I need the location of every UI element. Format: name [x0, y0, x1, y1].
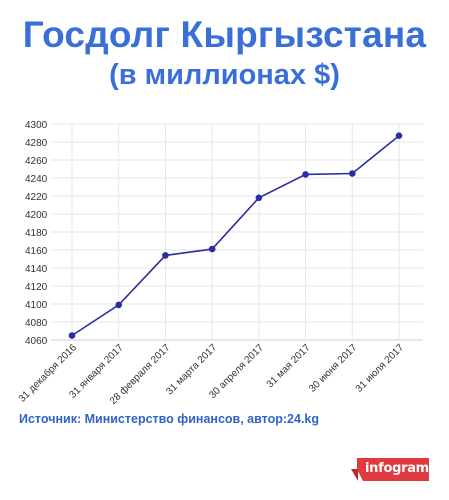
y-tick-label: 4300	[25, 120, 48, 131]
y-tick-label: 4220	[25, 192, 48, 203]
y-tick-labels: 4060 4080 4100 4120 4140 4160 4180 4200 4220 4240…	[25, 120, 48, 347]
x-tick-label: 30 июня 2017	[307, 342, 360, 395]
series-polyline	[71, 135, 400, 337]
grid-lines	[51, 123, 423, 341]
y-tick-label: 4140	[25, 264, 48, 275]
y-tick-label: 4100	[25, 300, 48, 311]
chart-title: Госдолг Кыргызстана	[22, 14, 427, 55]
data-point[interactable]	[395, 132, 403, 139]
y-tick-label: 4160	[25, 246, 48, 257]
data-point[interactable]	[302, 171, 309, 178]
y-tick-label: 4260	[25, 156, 48, 167]
y-tick-label: 4060	[25, 336, 48, 347]
data-point[interactable]	[68, 332, 76, 339]
infogram-logo[interactable]: infogram	[351, 458, 429, 481]
line-chart: 4060 4080 4100 4120 4140 4160 4180 4200 4220 4240…	[16, 120, 423, 407]
y-tick-label: 4180	[25, 228, 48, 239]
logo-text: infogram	[365, 461, 429, 476]
series-line	[68, 132, 403, 339]
data-point[interactable]	[115, 301, 123, 309]
y-tick-label: 4240	[25, 174, 48, 185]
data-point[interactable]	[162, 252, 169, 259]
y-tick-label: 4120	[25, 282, 48, 293]
y-tick-label: 4200	[25, 210, 48, 221]
source-note: Источник: Министерство финансов, автор:2…	[19, 412, 320, 426]
x-tick-label: 31 июля 2017	[354, 342, 407, 395]
y-tick-label: 4280	[25, 138, 48, 149]
x-tick-label: 31 мая 2017	[265, 342, 313, 390]
chart-subtitle: (в миллионах $)	[109, 59, 340, 91]
y-tick-label: 4080	[25, 318, 48, 329]
data-point[interactable]	[348, 170, 356, 177]
data-point[interactable]	[208, 245, 216, 253]
data-point[interactable]	[255, 194, 263, 202]
